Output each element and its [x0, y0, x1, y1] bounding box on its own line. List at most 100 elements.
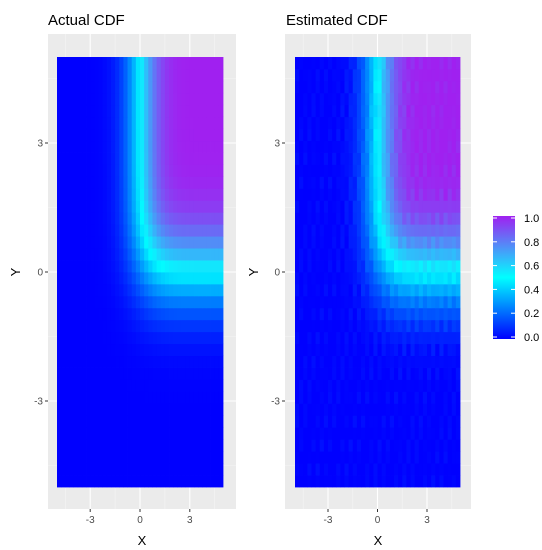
heatmap-tile	[369, 391, 374, 404]
heatmap-tile	[185, 164, 191, 177]
heatmap-tile	[115, 463, 120, 476]
heatmap-tile	[398, 68, 403, 82]
heatmap-tile	[123, 176, 128, 189]
heatmap-tile	[119, 80, 124, 94]
heatmap-tile	[206, 164, 211, 177]
heatmap-tile	[385, 295, 391, 309]
heatmap-tile	[340, 200, 345, 213]
heatmap-tile	[115, 248, 120, 261]
heatmap-tile	[160, 295, 166, 309]
heatmap-tile	[352, 164, 358, 177]
heatmap-tile	[206, 57, 211, 70]
heatmap-tile	[418, 188, 424, 201]
heatmap-tile	[218, 391, 224, 404]
heatmap-tile	[189, 283, 195, 297]
heatmap-tile	[410, 57, 416, 70]
heatmap-tile	[206, 248, 211, 261]
heatmap-tile	[61, 188, 66, 201]
heatmap-tile	[365, 116, 370, 130]
heatmap-tile	[69, 427, 74, 440]
heatmap-tile	[140, 451, 145, 464]
heatmap-tile	[185, 463, 191, 476]
heatmap-tile	[61, 104, 66, 118]
heatmap-tile	[303, 475, 308, 488]
heatmap-tile	[90, 224, 95, 237]
heatmap-tile	[332, 415, 337, 428]
heatmap-tile	[140, 403, 145, 416]
heatmap-tile	[169, 283, 174, 297]
heatmap-tile	[69, 272, 74, 285]
heatmap-tile	[81, 236, 87, 249]
heatmap-tile	[361, 152, 366, 165]
heatmap-tile	[81, 307, 87, 321]
heatmap-tile	[323, 57, 329, 70]
heatmap-tile	[73, 92, 79, 106]
heatmap-tile	[402, 224, 407, 237]
heatmap-tile	[418, 92, 424, 106]
heatmap-tile	[340, 188, 345, 201]
heatmap-tile	[185, 92, 191, 106]
heatmap-tile	[398, 379, 403, 392]
heatmap-tile	[427, 331, 432, 345]
heatmap-tile	[115, 391, 120, 404]
heatmap-tile	[344, 427, 350, 440]
heatmap-tile	[352, 367, 358, 380]
heatmap-tile	[98, 319, 104, 333]
heatmap-tile	[65, 57, 70, 70]
heatmap-tile	[328, 236, 333, 249]
heatmap-tile	[340, 475, 345, 488]
heatmap-tile	[365, 355, 370, 368]
heatmap-tile	[427, 200, 432, 213]
heatmap-tile	[356, 104, 362, 118]
heatmap-tile	[73, 272, 79, 285]
heatmap-tile	[381, 475, 387, 488]
heatmap-tile	[148, 367, 153, 380]
heatmap-tile	[398, 307, 403, 321]
heatmap-tile	[98, 283, 104, 297]
heatmap-tile	[160, 116, 166, 130]
heatmap-tile	[185, 224, 191, 237]
heatmap-tile	[422, 248, 428, 261]
heatmap-tile	[315, 236, 321, 249]
heatmap-tile	[377, 451, 383, 464]
heatmap-tile	[389, 367, 395, 380]
heatmap-tile	[57, 68, 62, 82]
heatmap-tile	[181, 379, 187, 392]
heatmap-tile	[94, 379, 99, 392]
heatmap-tile	[311, 152, 317, 165]
heatmap-tile	[447, 415, 453, 428]
heatmap-tile	[307, 272, 312, 285]
heatmap-tile	[115, 212, 120, 225]
heatmap-tile	[181, 200, 187, 213]
heatmap-tile	[106, 236, 112, 249]
heatmap-tile	[119, 140, 124, 153]
heatmap-tile	[340, 319, 345, 333]
heatmap-tile	[102, 463, 108, 476]
heatmap-tile	[148, 248, 153, 261]
heatmap-tile	[336, 212, 341, 225]
heatmap-tile	[156, 403, 162, 416]
heatmap-tile	[169, 451, 174, 464]
heatmap-tile	[189, 307, 195, 321]
heatmap-tile	[385, 236, 391, 249]
heatmap-tile	[311, 403, 317, 416]
heatmap-tile	[319, 379, 325, 392]
heatmap-tile	[181, 427, 187, 440]
heatmap-tile	[369, 224, 374, 237]
heatmap-tile	[323, 355, 329, 368]
heatmap-tile	[435, 212, 440, 225]
heatmap-tile	[214, 236, 220, 249]
heatmap-tile	[119, 164, 124, 177]
heatmap-tile	[336, 295, 341, 309]
heatmap-tile	[156, 260, 162, 273]
heatmap-tile	[164, 439, 170, 452]
heatmap-tile	[435, 391, 440, 404]
heatmap-tile	[218, 200, 224, 213]
heatmap-tile	[152, 92, 157, 106]
heatmap-tile	[65, 331, 70, 345]
heatmap-tile	[356, 319, 362, 333]
heatmap-tile	[402, 68, 407, 82]
heatmap-tile	[303, 200, 308, 213]
heatmap-tile	[398, 116, 403, 130]
heatmap-tile	[352, 248, 358, 261]
